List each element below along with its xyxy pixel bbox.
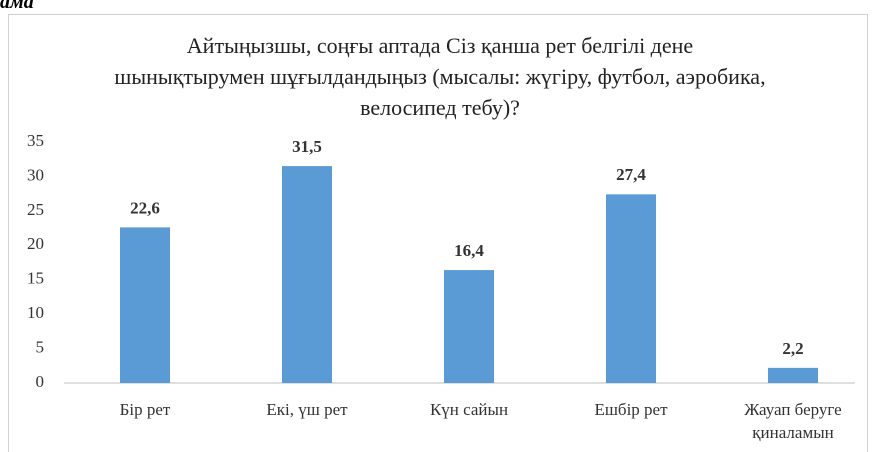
x-tick-label: Күн сайын (429, 400, 509, 419)
x-tick-label: Екі, үш рет (266, 400, 348, 419)
x-tick-label: Ешбір рет (594, 400, 668, 419)
bar (606, 194, 656, 383)
bar (444, 270, 494, 383)
y-tick-label: 5 (36, 337, 45, 356)
data-label: 16,4 (454, 241, 484, 260)
x-tick-label: Жауап беруге қиналамын (744, 400, 842, 442)
bar (768, 367, 818, 383)
y-tick-label: 10 (27, 303, 44, 322)
y-tick-label: 20 (27, 234, 44, 253)
chart-frame (8, 14, 868, 452)
y-tick-label: 35 (27, 131, 44, 150)
caption: ама (0, 0, 34, 13)
y-tick-label: 0 (36, 372, 45, 391)
x-tick-label: Бір рет (119, 400, 171, 419)
data-label: 22,6 (130, 198, 160, 217)
chart-title: Айтыңызшы, соңғы аптада Сіз қанша рет бе… (114, 33, 766, 120)
data-label: 27,4 (616, 165, 646, 184)
y-tick-label: 25 (27, 200, 44, 219)
y-tick-label: 30 (27, 165, 44, 184)
data-label: 2,2 (782, 339, 803, 358)
bar (282, 166, 332, 383)
bar (120, 227, 170, 383)
data-label: 31,5 (292, 137, 322, 156)
y-tick-label: 15 (27, 269, 44, 288)
